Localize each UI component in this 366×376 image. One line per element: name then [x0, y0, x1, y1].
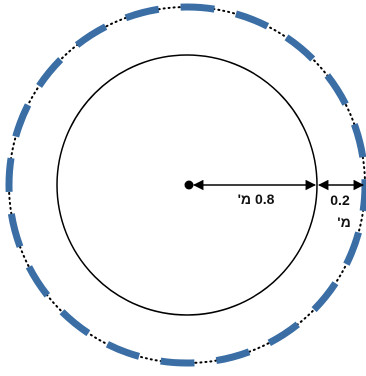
inner-circle	[56, 54, 318, 316]
gap-unit-label: מ'	[337, 214, 351, 230]
center-dot-icon	[184, 180, 194, 190]
gap-value-label: 0.2	[330, 192, 350, 208]
outer-circle-dashes	[5, 3, 366, 367]
inner-radius-label: 0.8 מ'	[238, 191, 275, 207]
